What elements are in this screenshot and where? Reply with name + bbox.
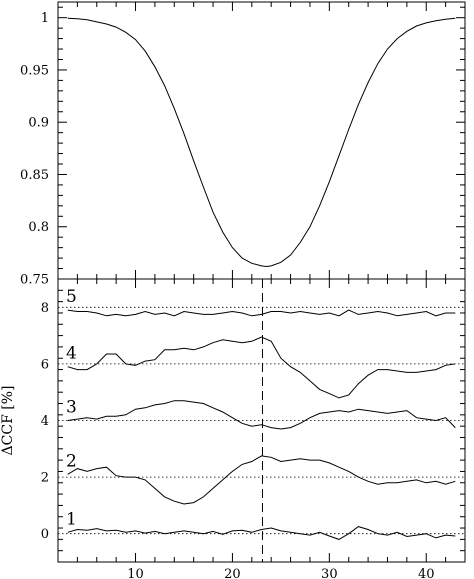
series-line-3 bbox=[67, 400, 456, 430]
y-tick-label: 0.8 bbox=[28, 220, 49, 235]
y-tick-label: 2 bbox=[41, 471, 49, 486]
series-label: 3 bbox=[66, 398, 77, 418]
x-tick-label: 20 bbox=[224, 567, 241, 579]
series-label: 2 bbox=[66, 451, 77, 471]
series-label: 1 bbox=[66, 509, 77, 529]
y-tick-label: 4 bbox=[41, 414, 49, 429]
plot-frame bbox=[57, 1, 466, 280]
series-line-5 bbox=[67, 309, 456, 317]
y-tick-label: 8 bbox=[41, 301, 49, 316]
bottom-panel: 0 2 4 6 8 10 20 30 40 ΔCCF [%] 1 2 3 4 5 bbox=[0, 278, 466, 579]
x-tick-label: 30 bbox=[321, 567, 338, 579]
y-tick-label: 6 bbox=[41, 357, 49, 372]
y-tick-label: 0.95 bbox=[20, 63, 49, 78]
series-line-2 bbox=[67, 455, 456, 505]
y-tick-label: 0.9 bbox=[28, 116, 49, 131]
y-tick-label: 1 bbox=[41, 11, 49, 26]
series-label: 4 bbox=[66, 344, 77, 364]
series-label: 5 bbox=[66, 287, 77, 307]
y-tick-label: 0.75 bbox=[20, 273, 49, 288]
x-tick-label: 10 bbox=[127, 567, 144, 579]
y-axis-title: ΔCCF [%] bbox=[0, 386, 16, 456]
y-tick-label: 0 bbox=[41, 527, 49, 542]
top-panel: 0.75 0.8 0.85 0.9 0.95 1 bbox=[20, 1, 466, 288]
x-tick-label: 40 bbox=[418, 567, 435, 579]
series-line-4 bbox=[67, 336, 456, 399]
series-line bbox=[67, 17, 456, 268]
series-line-1 bbox=[67, 526, 456, 540]
y-tick-label: 0.85 bbox=[20, 168, 49, 183]
